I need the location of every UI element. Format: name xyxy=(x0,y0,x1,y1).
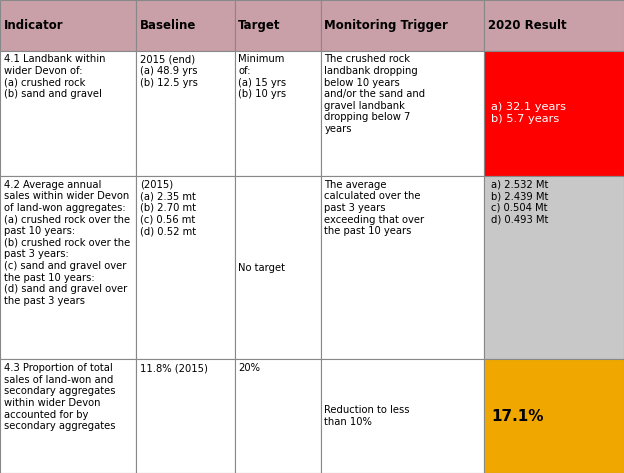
Bar xyxy=(321,176,484,359)
Text: Monitoring Trigger: Monitoring Trigger xyxy=(324,19,449,32)
Bar xyxy=(321,51,484,176)
Text: 11.8% (2015): 11.8% (2015) xyxy=(140,363,208,373)
Bar xyxy=(235,0,321,51)
Bar xyxy=(321,359,484,473)
Text: Target: Target xyxy=(238,19,281,32)
Text: 4.3 Proportion of total
sales of land-won and
secondary aggregates
within wider : 4.3 Proportion of total sales of land-wo… xyxy=(4,363,115,431)
Text: a) 2.532 Mt
b) 2.439 Mt
c) 0.504 Mt
d) 0.493 Mt: a) 2.532 Mt b) 2.439 Mt c) 0.504 Mt d) 0… xyxy=(491,180,548,225)
Bar xyxy=(136,51,235,176)
Bar xyxy=(0,0,136,51)
Text: The crushed rock
landbank dropping
below 10 years
and/or the sand and
gravel lan: The crushed rock landbank dropping below… xyxy=(324,54,426,134)
Text: Indicator: Indicator xyxy=(4,19,64,32)
Text: Reduction to less
than 10%: Reduction to less than 10% xyxy=(324,405,410,427)
Text: 2020 Result: 2020 Result xyxy=(488,19,567,32)
Bar xyxy=(484,359,624,473)
Text: 2015 (end)
(a) 48.9 yrs
(b) 12.5 yrs: 2015 (end) (a) 48.9 yrs (b) 12.5 yrs xyxy=(140,54,198,88)
Bar xyxy=(321,0,484,51)
Text: The average
calculated over the
past 3 years
exceeding that over
the past 10 yea: The average calculated over the past 3 y… xyxy=(324,180,424,236)
Text: 17.1%: 17.1% xyxy=(491,409,544,424)
Bar xyxy=(484,176,624,359)
Text: 20%: 20% xyxy=(238,363,260,373)
Text: (2015)
(a) 2.35 mt
(b) 2.70 mt
(c) 0.56 mt
(d) 0.52 mt: (2015) (a) 2.35 mt (b) 2.70 mt (c) 0.56 … xyxy=(140,180,196,236)
Bar xyxy=(136,176,235,359)
Bar xyxy=(0,359,136,473)
Bar xyxy=(235,359,321,473)
Text: 4.1 Landbank within
wider Devon of:
(a) crushed rock
(b) sand and gravel: 4.1 Landbank within wider Devon of: (a) … xyxy=(4,54,105,99)
Bar xyxy=(136,359,235,473)
Bar xyxy=(484,51,624,176)
Bar xyxy=(0,176,136,359)
Bar xyxy=(235,176,321,359)
Text: a) 32.1 years
b) 5.7 years: a) 32.1 years b) 5.7 years xyxy=(491,103,566,124)
Bar xyxy=(235,51,321,176)
Text: No target: No target xyxy=(238,263,285,273)
Bar xyxy=(0,51,136,176)
Bar xyxy=(484,0,624,51)
Text: Baseline: Baseline xyxy=(140,19,196,32)
Bar xyxy=(136,0,235,51)
Text: Minimum
of:
(a) 15 yrs
(b) 10 yrs: Minimum of: (a) 15 yrs (b) 10 yrs xyxy=(238,54,286,99)
Text: 4.2 Average annual
sales within wider Devon
of land-won aggregates:
(a) crushed : 4.2 Average annual sales within wider De… xyxy=(4,180,130,306)
